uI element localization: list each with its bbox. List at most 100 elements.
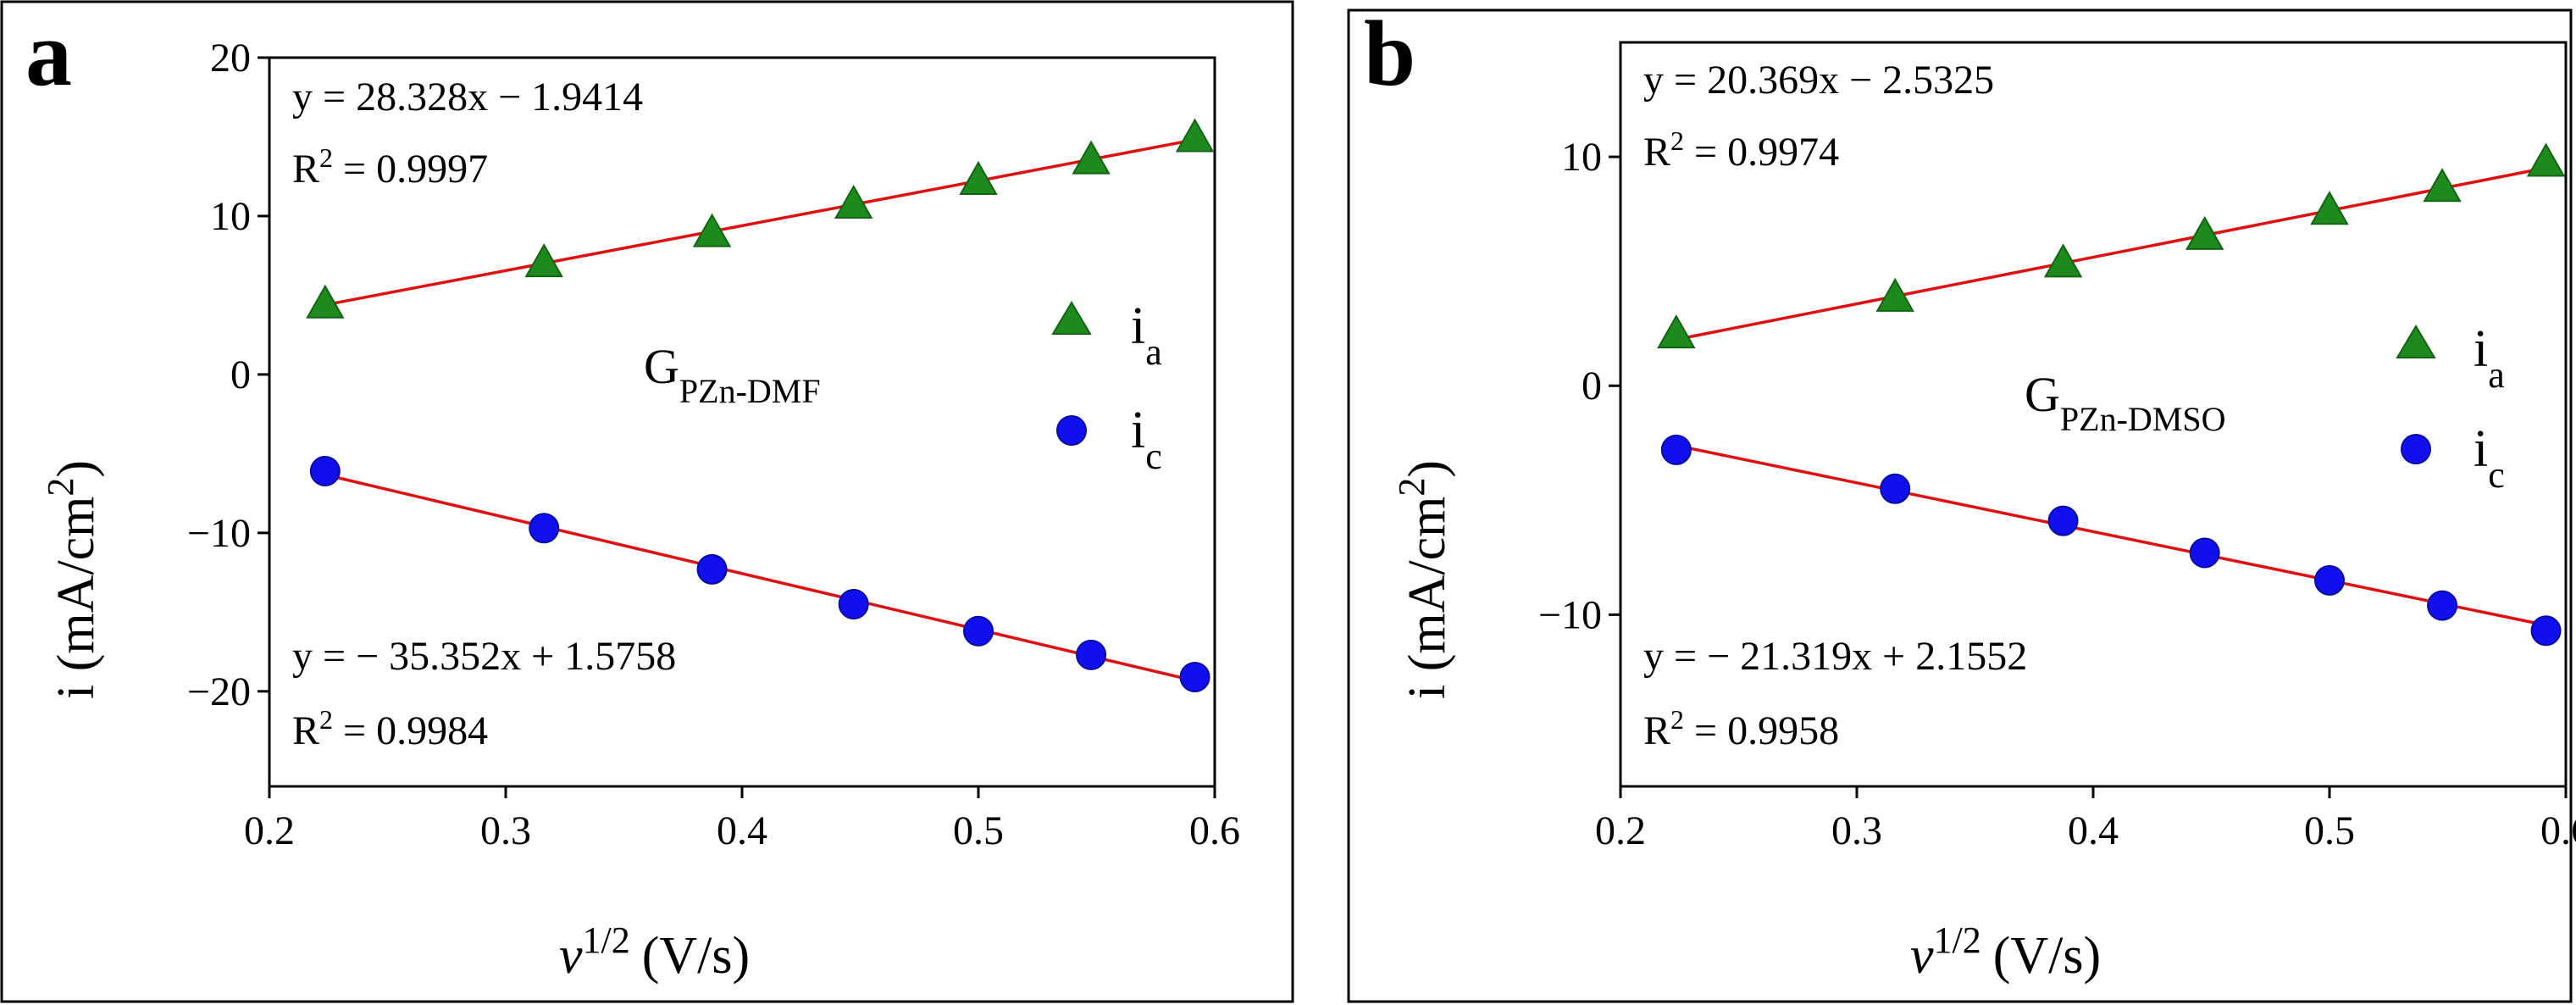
equation-ic: y = − 35.352x + 1.5758 <box>292 634 676 679</box>
r2-ia-value: = 0.9974 <box>1684 130 1839 175</box>
y-tick-label: 20 <box>210 36 251 81</box>
data-point-ic <box>2189 537 2220 569</box>
x-tick-label: 0.5 <box>953 808 1004 853</box>
y-axis-title-sup: 2 <box>1391 478 1432 497</box>
legend-ic-main: i <box>2474 420 2488 478</box>
data-point-ia <box>2185 215 2224 250</box>
data-point-ia <box>959 160 998 195</box>
data-point-ic <box>309 455 341 486</box>
x-axis-title: v1/2 (V/s) <box>559 919 750 986</box>
data-point-ia <box>1175 118 1215 153</box>
y-tick-label: −20 <box>187 669 251 714</box>
y-tick-label: 10 <box>1561 135 1602 180</box>
fit-line-ic <box>324 473 1195 683</box>
legend-ia-main: i <box>1131 297 1145 355</box>
data-point-ic <box>696 553 728 585</box>
data-point-ic <box>529 513 560 544</box>
legend-triangle-marker <box>1051 301 1092 335</box>
panel-a: a 0.2 0.3 0.4 0.5 0.6 20 10 0 −10 −20 y = 28.328x… <box>0 0 1294 1003</box>
legend-circle-marker <box>2401 434 2431 464</box>
data-point-ic <box>1880 473 1911 504</box>
r2-ic: R2 = 0.9958 <box>1643 704 1839 753</box>
x-axis-title-main: v <box>1910 927 1934 985</box>
data-point-ic <box>2314 564 2345 596</box>
legend-ia-main: i <box>2474 320 2488 378</box>
x-tick-label: 0.6 <box>2540 808 2576 853</box>
legend-circle-marker <box>1056 415 1087 446</box>
y-axis-title: i (mA/cm2) <box>40 460 106 699</box>
sample-label-sub: PZn-DMSO <box>2060 400 2226 438</box>
y-axis-title: i (mA/cm2) <box>1391 460 1457 699</box>
legend-ia-sub: a <box>1145 331 1162 373</box>
data-point-ia <box>2423 168 2462 203</box>
x-axis-title-sup: 1/2 <box>1934 919 1981 961</box>
data-point-ia <box>834 184 873 219</box>
r2-ia-value: = 0.9997 <box>333 147 488 192</box>
panel-frame <box>0 0 1294 1003</box>
chart-a: a 0.2 0.3 0.4 0.5 0.6 20 10 0 −10 −20 y = 28.328x… <box>0 0 1294 1003</box>
data-point-ia <box>1875 277 1914 312</box>
legend-ia: ia <box>1131 297 1162 373</box>
legend-ia: ia <box>2474 320 2505 396</box>
x-tick-label: 0.2 <box>244 808 295 853</box>
r2-ic: R2 = 0.9984 <box>292 704 488 753</box>
fit-line-ic <box>1676 444 2546 627</box>
legend: ia ic <box>2396 320 2505 496</box>
x-axis-title-unit: (V/s) <box>642 927 750 985</box>
equation-ia: y = 20.369x − 2.5325 <box>1643 58 1994 103</box>
r2-ia-sup: 2 <box>1670 125 1684 156</box>
data-point-ic <box>963 615 994 647</box>
y-tick-label: −10 <box>187 511 251 556</box>
r2-ic-sup: 2 <box>319 704 333 735</box>
x-axis-title: v1/2 (V/s) <box>1910 919 2101 986</box>
r2-ic-prefix: R <box>1643 708 1670 753</box>
x-axis-title-unit: (V/s) <box>1993 927 2101 985</box>
y-axis-title-sup: 2 <box>40 478 81 497</box>
equation-ic: y = − 21.319x + 2.1552 <box>1643 634 2027 679</box>
data-point-ic <box>2530 615 2562 647</box>
r2-ia-sup: 2 <box>319 142 333 173</box>
x-tick-label: 0.4 <box>2068 808 2119 853</box>
axis-ticks: 0.2 0.3 0.4 0.5 0.6 20 10 0 −10 −20 <box>187 36 1240 853</box>
x-axis-title-sup: 1/2 <box>583 919 630 961</box>
sample-label: GPZn-DMSO <box>2025 367 2225 438</box>
legend-ic-sub: c <box>2488 454 2505 496</box>
data-point-ia <box>1072 140 1111 175</box>
y-axis-title-close: ) <box>47 460 105 478</box>
y-tick-label: −10 <box>1538 592 1602 637</box>
data-point-ic <box>2427 590 2458 621</box>
data-point-ia <box>2310 191 2349 225</box>
data-point-ia <box>1657 314 1696 349</box>
data-point-ic <box>1179 662 1210 692</box>
x-tick-label: 0.6 <box>1189 808 1240 853</box>
chart-b: b 0.2 0.3 0.4 0.5 0.6 10 0 −10 y = 20.369x − 2.… <box>1347 2 2576 1003</box>
equation-ia: y = 28.328x − 1.9414 <box>292 75 643 119</box>
r2-ic-value: = 0.9984 <box>333 708 488 753</box>
x-tick-label: 0.3 <box>1831 808 1882 853</box>
data-point-ia <box>306 284 345 319</box>
panel-label: b <box>1364 2 1415 105</box>
axis-ticks: 0.2 0.3 0.4 0.5 0.6 10 0 −10 <box>1538 135 2576 853</box>
legend-ia-sub: a <box>2488 354 2505 396</box>
r2-ia: R2 = 0.9997 <box>292 142 488 192</box>
r2-ia-prefix: R <box>1643 130 1670 175</box>
y-tick-label: 10 <box>210 194 251 239</box>
data-point-ic <box>1660 434 1692 465</box>
data-point-ic <box>2047 505 2079 536</box>
legend-ic: ic <box>2474 420 2505 496</box>
data-point-ia <box>2526 142 2566 177</box>
y-axis-title-main: i (mA/cm <box>47 497 105 699</box>
data-point-ia <box>692 213 732 247</box>
sample-label-sub: PZn-DMF <box>679 372 821 410</box>
y-tick-label: 0 <box>1582 364 1602 408</box>
fit-line-ia <box>324 138 1195 307</box>
y-axis-title-main: i (mA/cm <box>1399 497 1456 699</box>
data-point-ic <box>1076 639 1107 670</box>
panel-b: b 0.2 0.3 0.4 0.5 0.6 10 0 −10 y = 20.369x − 2.… <box>1296 0 2576 1005</box>
sample-label: GPZn-DMF <box>644 339 821 410</box>
r2-ic-value: = 0.9958 <box>1684 708 1839 753</box>
x-tick-label: 0.2 <box>1595 808 1646 853</box>
data-point-ic <box>838 589 869 619</box>
plot-area <box>306 118 1215 692</box>
legend-ic: ic <box>1131 402 1162 477</box>
